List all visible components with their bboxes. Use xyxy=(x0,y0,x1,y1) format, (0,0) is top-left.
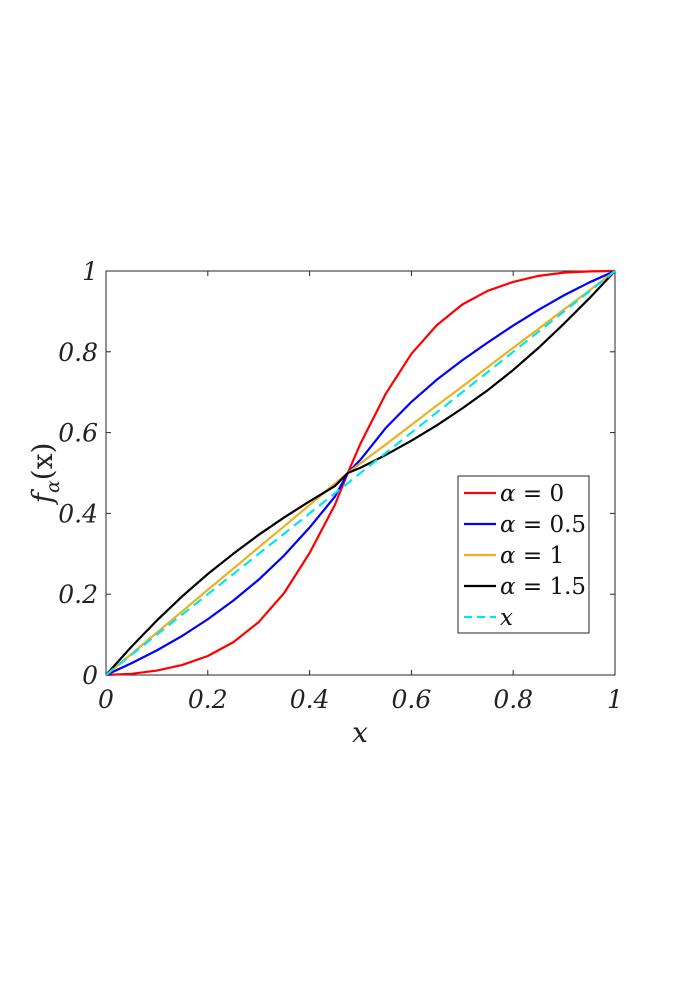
legend-value: x xyxy=(500,605,513,631)
y-tick-label: 0.2 xyxy=(58,580,98,609)
legend-greek: α xyxy=(500,481,516,507)
y-tick-label: 0.4 xyxy=(58,499,98,528)
x-tick-label: 0.4 xyxy=(290,685,330,714)
legend-label-0: α = 0 xyxy=(500,481,564,507)
tick-labels: 0 0.2 0.4 0.6 0.8 1 0 0.2 0.4 0.6 0.8 1 xyxy=(58,257,623,714)
x-tick-label: 1 xyxy=(607,685,623,714)
series-line-3 xyxy=(105,270,616,676)
series-lines xyxy=(105,269,616,677)
x-tick-label: 0 xyxy=(98,685,114,714)
legend-op: = xyxy=(516,574,550,600)
y-tick-label: 0.8 xyxy=(58,338,98,367)
legend: α = 0α = 0.5α = 1α = 1.5x xyxy=(457,475,590,634)
legend-value: 0.5 xyxy=(549,512,586,538)
legend-value: 0 xyxy=(549,481,564,507)
legend-label-1: α = 0.5 xyxy=(500,512,586,538)
x-tick-label: 0.6 xyxy=(392,685,432,714)
x-tick-label: 0.8 xyxy=(493,685,533,714)
series-line-1 xyxy=(105,269,616,676)
legend-value: 1.5 xyxy=(549,574,586,600)
series-line-4 xyxy=(105,270,616,676)
legend-greek: α xyxy=(500,543,516,569)
legend-label-4: x xyxy=(500,605,513,631)
svg-text:fα(x): fα(x) xyxy=(26,443,64,506)
y-tick-label: 0.6 xyxy=(58,419,98,448)
y-axis-label-sub: α xyxy=(42,480,64,493)
y-tick-label: 0 xyxy=(82,661,98,690)
legend-op: = xyxy=(516,481,550,507)
y-tick-label: 1 xyxy=(82,257,98,286)
legend-op: = xyxy=(516,543,550,569)
series-line-0 xyxy=(105,269,616,677)
legend-greek: α xyxy=(500,512,516,538)
legend-op: = xyxy=(516,512,550,538)
legend-greek: α xyxy=(500,574,516,600)
x-axis-label: x xyxy=(352,716,368,749)
y-axis-label: fα(x) xyxy=(26,443,64,506)
y-axis-label-arg: (x) xyxy=(26,443,59,481)
x-tick-label: 0.2 xyxy=(188,685,228,714)
series-line-2 xyxy=(105,270,616,676)
legend-label-2: α = 1 xyxy=(500,543,564,569)
legend-label-3: α = 1.5 xyxy=(500,574,586,600)
legend-value: 1 xyxy=(549,543,564,569)
axis-ticks xyxy=(105,270,616,676)
